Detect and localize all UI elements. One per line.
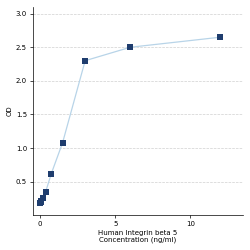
Point — [40, 199, 44, 203]
X-axis label: Human Integrin beta 5
Concentration (ng/ml): Human Integrin beta 5 Concentration (ng/… — [98, 230, 178, 243]
Point — [218, 35, 222, 39]
Point — [39, 200, 43, 204]
Point — [128, 45, 132, 49]
Point — [38, 202, 42, 205]
Point — [44, 190, 48, 194]
Point — [49, 172, 53, 175]
Point — [41, 196, 45, 200]
Point — [83, 59, 87, 63]
Point — [60, 141, 64, 145]
Y-axis label: OD: OD — [7, 106, 13, 117]
